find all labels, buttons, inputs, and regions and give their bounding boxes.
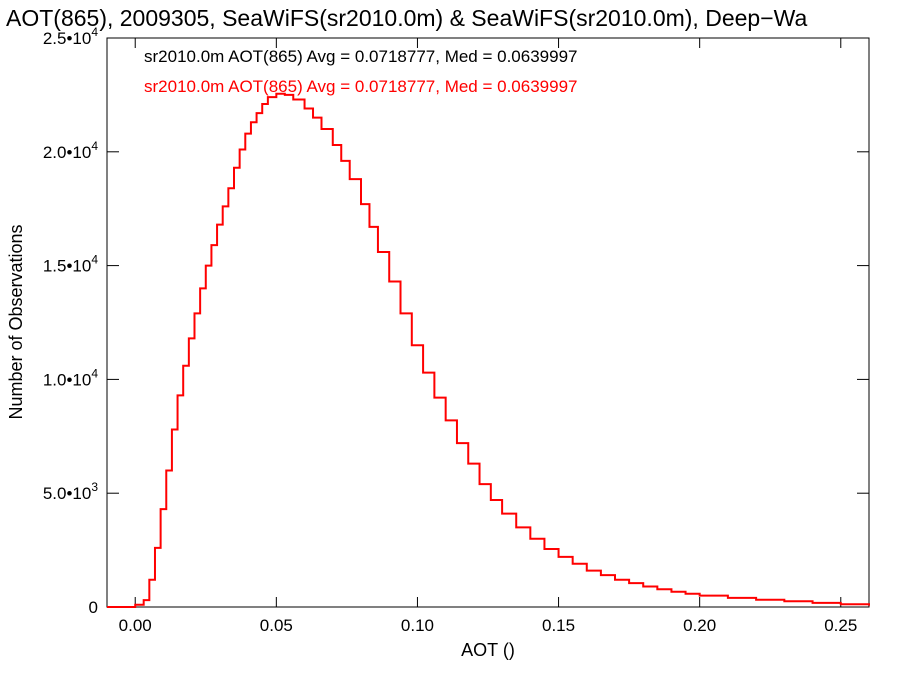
y-tick-mantissa: 2.5•10	[43, 29, 92, 48]
x-tick-label: 0.10	[401, 616, 434, 635]
y-tick-mantissa: 0	[89, 598, 98, 617]
x-tick-label: 0.25	[824, 616, 857, 635]
x-tick-label: 0.20	[683, 616, 716, 635]
x-axis-ticks: 0.00 0.05 0.10 0.15 0.20 0.25	[119, 38, 857, 635]
y-tick-mantissa: 1.0•10	[43, 370, 92, 389]
y-tick-mantissa: 1.5•10	[43, 257, 92, 276]
y-tick-label: 1.5•104	[43, 253, 99, 276]
x-axis-label: AOT ()	[461, 640, 515, 660]
x-tick-label: 0.00	[119, 616, 152, 635]
y-tick-exponent: 4	[91, 25, 98, 39]
y-tick-label: 5.0•103	[43, 480, 99, 503]
y-tick-exponent: 4	[91, 366, 98, 380]
y-tick-label: 2.5•104	[43, 25, 99, 48]
histogram-step-line	[107, 92, 870, 608]
y-axis-label: Number of Observations	[6, 224, 26, 419]
y-tick-label: 1.0•104	[43, 366, 99, 389]
legend-entry-red: sr2010.0m AOT(865) Avg = 0.0718777, Med …	[144, 77, 578, 96]
legend-entry-black: sr2010.0m AOT(865) Avg = 0.0718777, Med …	[144, 47, 578, 66]
y-tick-mantissa: 5.0•10	[43, 484, 92, 503]
chart-title: AOT(865), 2009305, SeaWiFS(sr2010.0m) & …	[6, 5, 807, 31]
y-tick-exponent: 4	[91, 139, 98, 153]
x-tick-label: 0.15	[542, 616, 575, 635]
x-tick-label: 0.05	[260, 616, 293, 635]
plot-frame	[106, 37, 870, 608]
y-tick-exponent: 3	[91, 480, 98, 494]
y-tick-label: 0	[89, 598, 98, 617]
y-tick-label: 2.0•104	[43, 139, 99, 162]
y-tick-exponent: 4	[91, 253, 98, 267]
y-tick-mantissa: 2.0•10	[43, 143, 92, 162]
